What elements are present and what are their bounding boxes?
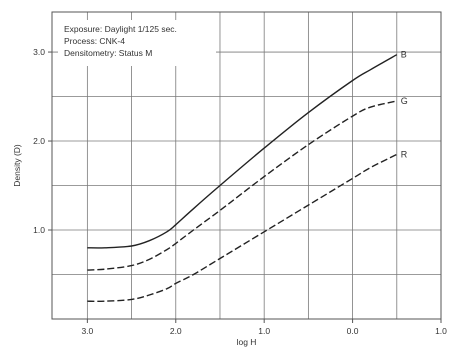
series-label-r: R bbox=[401, 149, 408, 159]
y-tick-label: 2.0 bbox=[33, 136, 45, 146]
x-tick-label: 3.0 bbox=[81, 326, 93, 336]
y-tick-label: 1.0 bbox=[33, 225, 45, 235]
x-tick-label: 1.0 bbox=[258, 326, 270, 336]
x-axis-label: log H bbox=[237, 337, 257, 347]
tick-layer: 3.0 2.0 1.0 0.0 1.0 1.0 2.0 3.0 bbox=[33, 47, 447, 336]
annotation-densitometry: Densitometry: Status M bbox=[64, 48, 152, 58]
annotation-exposure: Exposure: Daylight 1/125 sec. bbox=[64, 24, 177, 34]
y-tick-label: 3.0 bbox=[33, 47, 45, 57]
x-tick-label: 0.0 bbox=[347, 326, 359, 336]
series-curve-r bbox=[87, 153, 398, 303]
annotation-process: Process: CNK-4 bbox=[64, 36, 125, 46]
series-label-g: G bbox=[401, 96, 408, 106]
x-tick-label: 2.0 bbox=[170, 326, 182, 336]
y-axis-label: Density (D) bbox=[12, 144, 22, 187]
plot-frame bbox=[51, 11, 442, 320]
grid-layer bbox=[52, 12, 441, 319]
series-label-b: B bbox=[401, 50, 407, 60]
series-curve-g bbox=[87, 100, 397, 271]
series-curve-b bbox=[87, 54, 398, 249]
curve-layer: B G R bbox=[87, 50, 408, 303]
x-tick-label: 1.0 bbox=[435, 326, 447, 336]
annotation-box: Exposure: Daylight 1/125 sec. Process: C… bbox=[58, 20, 216, 66]
annotation-background bbox=[58, 20, 216, 66]
